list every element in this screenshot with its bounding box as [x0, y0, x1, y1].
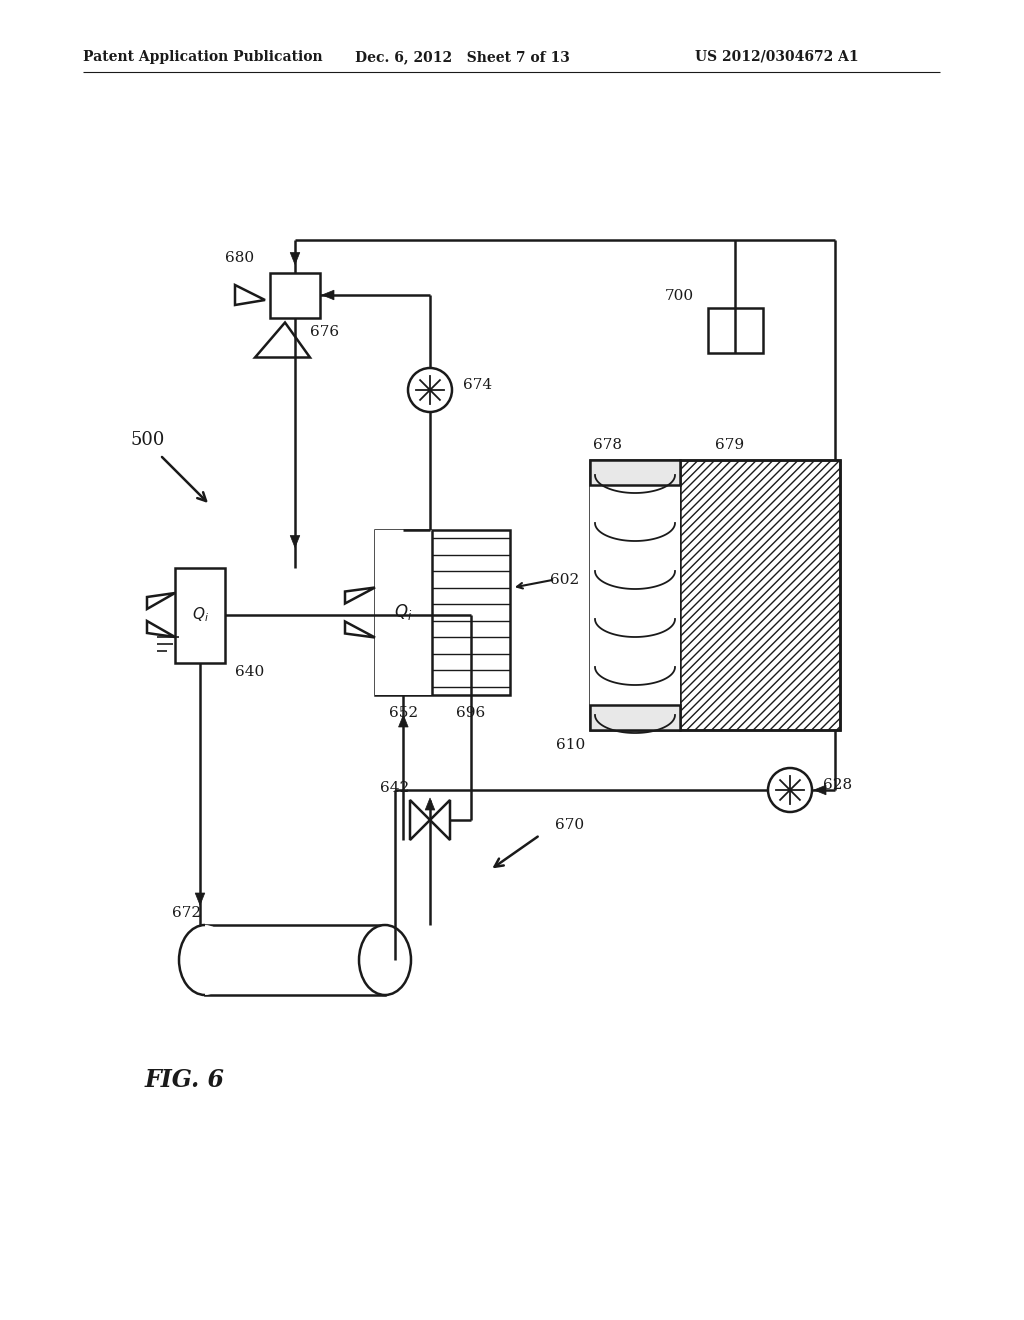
Polygon shape: [398, 715, 409, 727]
Bar: [375, 531, 510, 696]
Polygon shape: [290, 536, 300, 548]
Text: 679: 679: [716, 438, 744, 451]
Text: $Q_i$: $Q_i$: [394, 602, 413, 623]
Text: 696: 696: [457, 706, 485, 719]
Bar: [175, 568, 225, 663]
Text: 642: 642: [380, 781, 410, 795]
Text: 680: 680: [225, 251, 255, 264]
Bar: [590, 705, 680, 730]
Text: Patent Application Publication: Patent Application Publication: [83, 50, 323, 63]
Text: 640: 640: [236, 665, 264, 680]
Text: 652: 652: [389, 706, 418, 719]
Ellipse shape: [359, 925, 411, 995]
Polygon shape: [345, 622, 375, 638]
Text: US 2012/0304672 A1: US 2012/0304672 A1: [695, 50, 859, 63]
Polygon shape: [814, 785, 826, 795]
Text: 602: 602: [550, 573, 580, 586]
Bar: [708, 308, 763, 352]
Text: 676: 676: [310, 326, 340, 339]
Text: FIG. 6: FIG. 6: [145, 1068, 225, 1092]
Bar: [680, 459, 840, 730]
Text: Dec. 6, 2012   Sheet 7 of 13: Dec. 6, 2012 Sheet 7 of 13: [355, 50, 570, 63]
Polygon shape: [147, 593, 175, 609]
Polygon shape: [196, 894, 205, 906]
Text: 670: 670: [555, 818, 584, 832]
Polygon shape: [430, 800, 450, 840]
Text: 678: 678: [594, 438, 623, 451]
Text: 672: 672: [172, 906, 202, 920]
Bar: [590, 459, 680, 730]
Text: 500: 500: [131, 432, 165, 449]
Bar: [205, 925, 385, 995]
Circle shape: [408, 368, 452, 412]
Polygon shape: [322, 290, 334, 300]
Text: 700: 700: [665, 289, 694, 302]
Ellipse shape: [179, 925, 231, 995]
Polygon shape: [147, 620, 175, 638]
Bar: [270, 272, 319, 318]
Circle shape: [768, 768, 812, 812]
Text: 674: 674: [464, 378, 493, 392]
Bar: [590, 459, 840, 730]
Polygon shape: [410, 800, 430, 840]
Polygon shape: [255, 322, 310, 358]
Bar: [375, 531, 432, 696]
Polygon shape: [345, 587, 375, 603]
Polygon shape: [425, 799, 435, 810]
Text: $Q_i$: $Q_i$: [191, 606, 209, 624]
Polygon shape: [234, 285, 265, 305]
Polygon shape: [290, 252, 300, 264]
Text: 610: 610: [556, 738, 585, 752]
Text: 628: 628: [823, 777, 853, 792]
Bar: [590, 459, 680, 484]
